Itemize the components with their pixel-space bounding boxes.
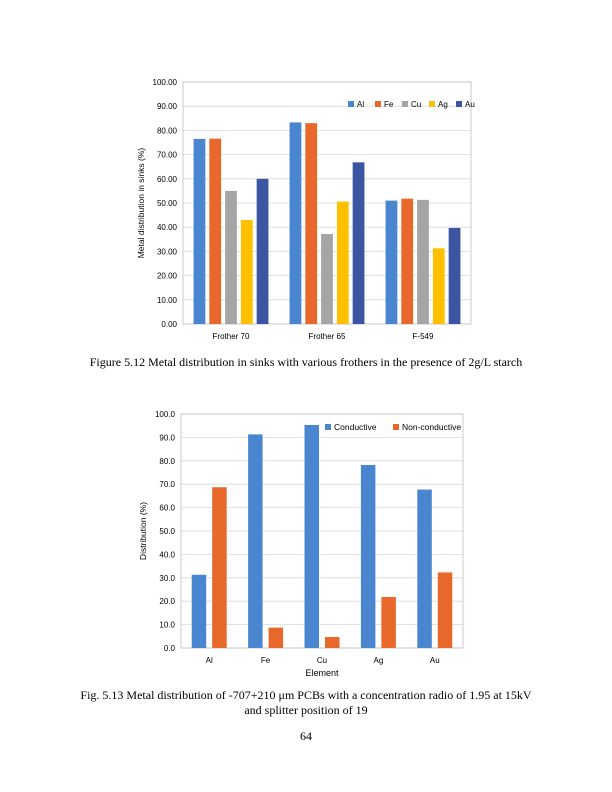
y-tick-label: 90.0 xyxy=(159,433,175,442)
figure-caption-5-13-line2: and splitter position of 19 xyxy=(244,703,368,717)
y-tick-label: 50.0 xyxy=(159,527,175,536)
y-tick-label: 80.0 xyxy=(159,457,175,466)
x-tick-label: Fe xyxy=(261,656,271,665)
bar-fe-frother-65 xyxy=(305,123,318,324)
y-tick-label: 70.0 xyxy=(159,480,175,489)
bar-al-frother-70 xyxy=(193,138,206,324)
y-axis-label: Distribution (%) xyxy=(138,502,148,560)
bar-non-conductive-ag xyxy=(381,596,396,648)
bar-au-frother-70 xyxy=(256,178,269,324)
legend-swatch-ag xyxy=(429,101,435,107)
y-tick-label: 100.0 xyxy=(155,410,176,419)
y-tick-label: 20.0 xyxy=(159,597,175,606)
bar-fe-frother-70 xyxy=(209,138,222,324)
chart-metal-distribution-frothers: 0.00 10.00 20.00 30.00 40.00 50.00 60.00 70.00 8… xyxy=(136,78,475,340)
bar-au-frother-65 xyxy=(352,162,365,324)
bar-conductive-fe xyxy=(248,434,263,648)
bar-conductive-au xyxy=(417,489,432,648)
bar-al-f-549 xyxy=(385,200,398,324)
y-tick-label: 100.00 xyxy=(153,78,178,87)
legend-label-cu: Cu xyxy=(411,100,421,109)
x-tick-label: Au xyxy=(430,656,440,665)
legend-label-ag: Ag xyxy=(438,100,448,109)
figure-caption-5-12: Figure 5.12 Metal distribution in sinks … xyxy=(89,355,523,369)
legend-swatch-fe xyxy=(375,101,381,107)
x-tick-label: Frother 70 xyxy=(213,332,250,340)
bar-al-frother-65 xyxy=(289,122,302,324)
y-tick-label: 30.0 xyxy=(159,574,175,583)
bar-conductive-al xyxy=(191,574,207,648)
y-tick-label: 50.00 xyxy=(157,199,178,208)
bar-au-f-549 xyxy=(448,227,461,324)
bar-conductive-ag xyxy=(360,465,376,648)
x-tick-label: F-549 xyxy=(413,332,434,340)
y-tick-label: 60.00 xyxy=(157,175,178,184)
y-axis-label: Metal distribution in sinks (%) xyxy=(136,148,146,259)
legend-label-al: Al xyxy=(357,100,364,109)
bar-cu-frother-70 xyxy=(225,190,237,324)
x-tick-label: Ag xyxy=(374,656,384,665)
x-tick-label: Frother 65 xyxy=(309,332,346,340)
page-number: 64 xyxy=(300,729,312,743)
y-tick-label: 0.00 xyxy=(161,320,177,329)
y-tick-label: 90.00 xyxy=(157,102,178,111)
bar-ag-f-549 xyxy=(432,248,445,324)
legend-swatch-au xyxy=(456,101,462,107)
y-tick-label: 60.0 xyxy=(159,504,175,513)
y-tick-label: 20.00 xyxy=(157,272,178,281)
bar-non-conductive-al xyxy=(212,487,227,648)
chart-metal-distribution-conductive: 0.0 10.0 20.0 30.0 40.0 50.0 60.0 70.0 80.0 90.0 1… xyxy=(138,410,464,678)
legend-swatch-al xyxy=(348,101,354,107)
legend-swatch-non-conductive xyxy=(393,424,399,430)
y-tick-label: 30.00 xyxy=(157,247,178,256)
y-tick-label: 10.0 xyxy=(159,621,175,630)
figure-caption-5-13-line1: Fig. 5.13 Metal distribution of -707+210… xyxy=(80,688,532,702)
bar-ag-frother-70 xyxy=(240,219,253,324)
bar-cu-f-549 xyxy=(417,199,429,324)
bar-ag-frother-65 xyxy=(336,201,349,324)
y-tick-label: 70.00 xyxy=(157,151,178,160)
figure-caption-5-13: Fig. 5.13 Metal distribution of -707+210… xyxy=(40,688,572,718)
legend-swatch-conductive xyxy=(325,424,331,430)
y-tick-label: 40.0 xyxy=(159,550,175,559)
legend-swatch-cu xyxy=(402,101,408,107)
bar-cu-frother-65 xyxy=(321,233,333,324)
y-tick-label: 40.00 xyxy=(157,223,178,232)
bar-conductive-cu xyxy=(304,424,319,648)
bar-non-conductive-cu xyxy=(325,637,340,648)
bar-non-conductive-fe xyxy=(268,627,284,648)
legend-label-fe: Fe xyxy=(384,100,394,109)
y-tick-label: 10.00 xyxy=(157,296,178,305)
bar-non-conductive-au xyxy=(437,572,453,648)
legend-label-au: Au xyxy=(465,100,475,109)
y-tick-label: 0.0 xyxy=(164,644,176,653)
legend-label-non-conductive: Non-conductive xyxy=(402,422,461,432)
x-tick-label: Cu xyxy=(317,656,327,665)
legend-label-conductive: Conductive xyxy=(334,422,377,432)
x-axis-label: Element xyxy=(305,668,339,678)
plot-frame xyxy=(180,413,464,649)
x-tick-label: Al xyxy=(206,656,213,665)
bar-fe-f-549 xyxy=(401,198,414,324)
y-tick-label: 80.00 xyxy=(157,126,178,135)
